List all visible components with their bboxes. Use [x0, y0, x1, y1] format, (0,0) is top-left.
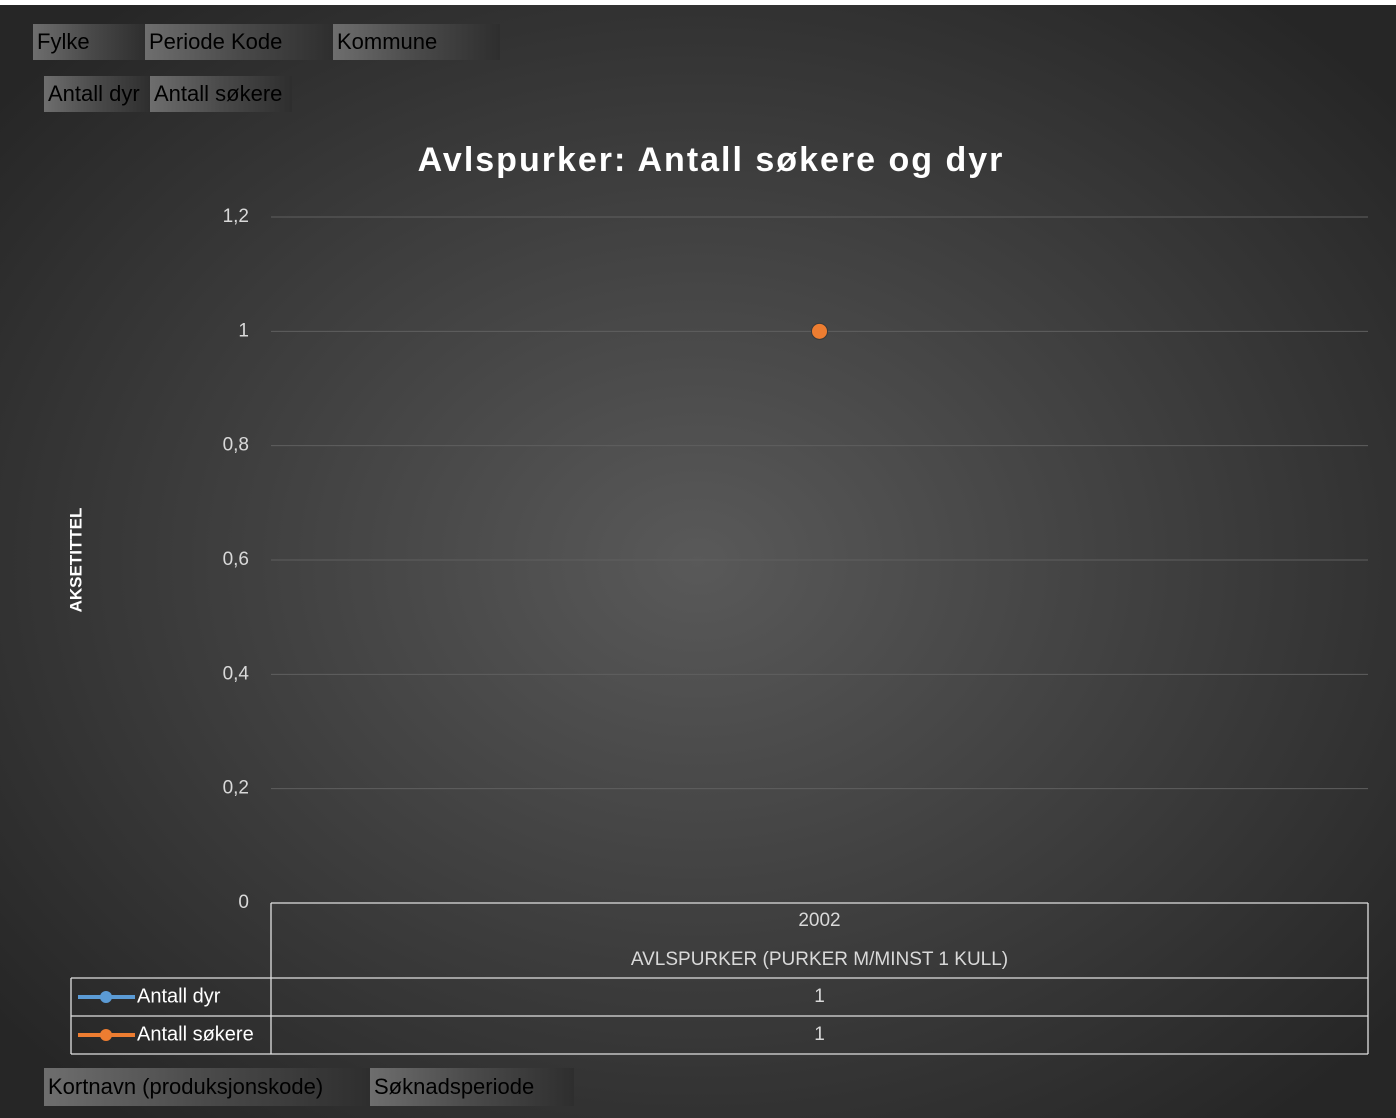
- category-group-label: AVLSPURKER (PURKER M/MINST 1 KULL): [631, 949, 1008, 970]
- field-button-label[interactable]: Antall dyr: [48, 81, 140, 106]
- y-tick-label: 0: [238, 892, 249, 913]
- field-button[interactable]: [44, 1068, 370, 1106]
- chart-title: Avlspurker: Antall søkere og dyr: [418, 141, 1005, 179]
- legend-marker: [100, 1029, 112, 1041]
- legend-label: Antall dyr: [137, 985, 221, 1007]
- field-button-label[interactable]: Fylke: [37, 29, 90, 54]
- field-button[interactable]: [150, 76, 292, 112]
- y-tick-label: 0,2: [223, 778, 249, 799]
- chart-background: [0, 5, 1396, 1118]
- field-button-label[interactable]: Søknadsperiode: [374, 1074, 534, 1099]
- table-value: 1: [814, 986, 825, 1007]
- y-tick-label: 1: [238, 320, 249, 341]
- plot: 0 0,2 0,4 0,6 0,8 1 1,2 AVLSPURKER (PURKER M/MI…: [70, 206, 1369, 1055]
- field-button[interactable]: [44, 76, 150, 112]
- x-tick-label: 2002: [798, 910, 840, 931]
- field-button[interactable]: [145, 24, 333, 60]
- field-button-label[interactable]: Kortnavn (produksjonskode): [48, 1074, 323, 1099]
- table-value: 1: [814, 1024, 825, 1045]
- y-tick-label: 0,4: [223, 663, 250, 684]
- y-tick-label: 0,8: [223, 435, 249, 456]
- field-button[interactable]: [33, 24, 145, 60]
- field-button[interactable]: [370, 1068, 574, 1106]
- field-button[interactable]: [333, 24, 500, 60]
- y-tick-label: 1,2: [223, 206, 249, 227]
- legend-label: Antall søkere: [137, 1023, 254, 1045]
- field-button-label[interactable]: Antall søkere: [154, 81, 282, 106]
- marker: [811, 322, 828, 340]
- y-tick-label: 0,6: [223, 549, 249, 570]
- legend-marker: [100, 991, 112, 1003]
- y-axis-title: AKSETITTEL: [66, 508, 85, 613]
- field-button-label[interactable]: Kommune: [337, 29, 437, 54]
- field-button-label[interactable]: Periode Kode: [149, 29, 282, 54]
